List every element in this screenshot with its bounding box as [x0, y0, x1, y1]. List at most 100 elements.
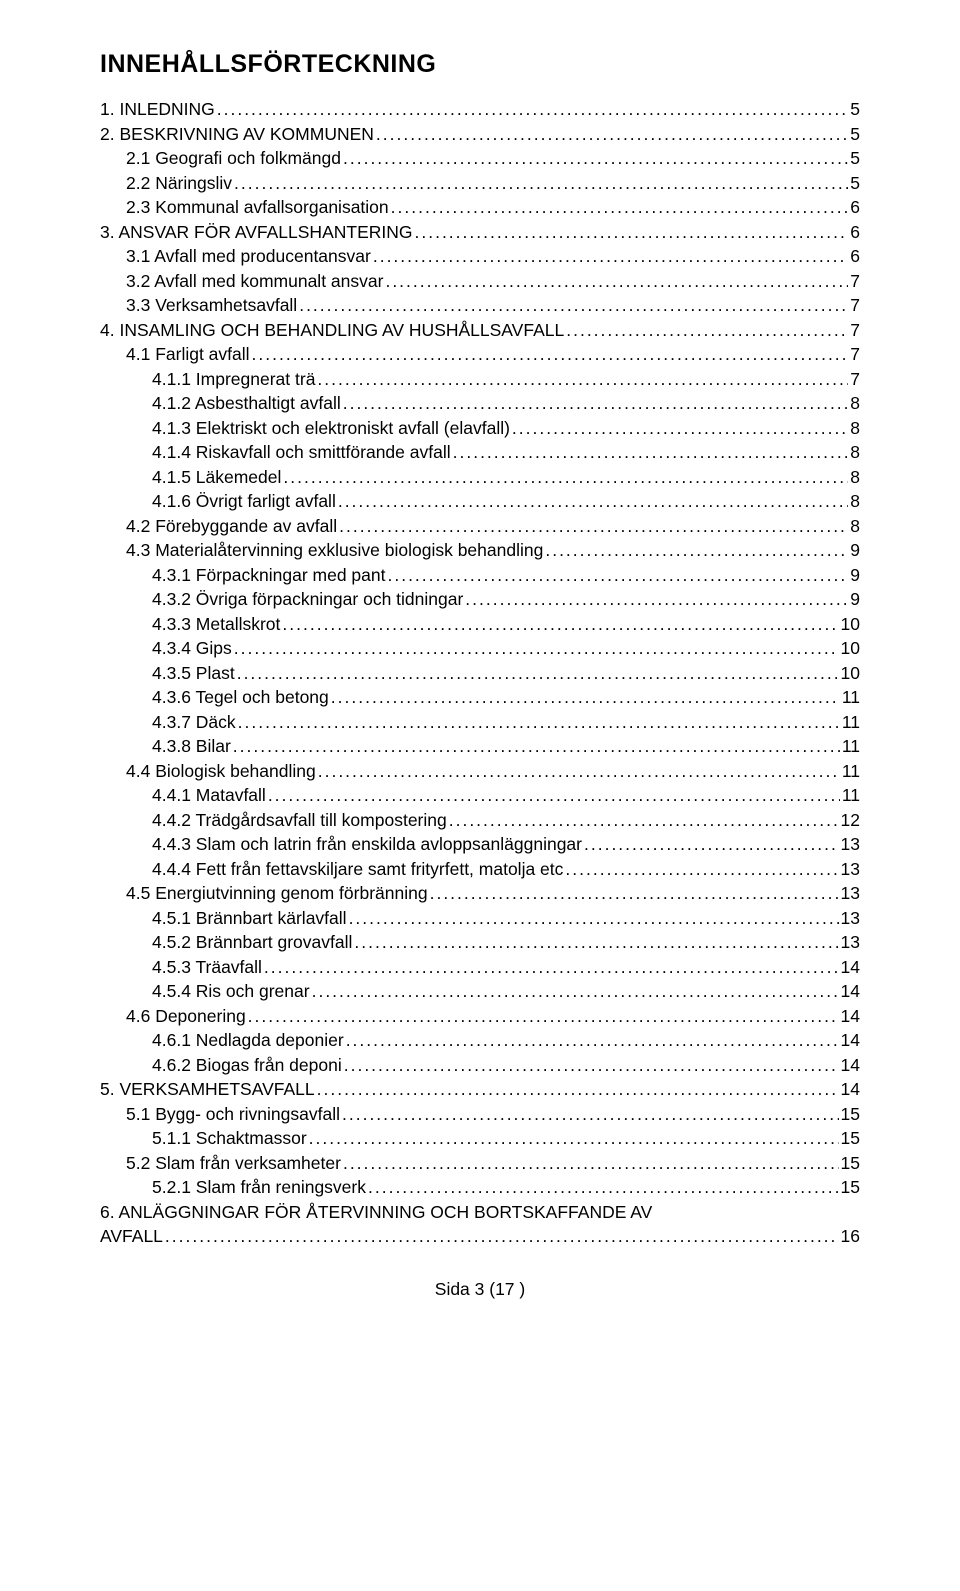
toc-page: 6	[848, 195, 860, 220]
toc-page: 14	[839, 1053, 860, 1078]
toc-entry: 4.3.3 Metallskrot10	[100, 612, 860, 637]
toc-leader	[447, 808, 839, 833]
toc-leader	[232, 171, 848, 196]
toc-label: 4.4 Biologisk behandling	[126, 759, 316, 784]
toc-label: 4.2 Förebyggande av avfall	[126, 514, 337, 539]
toc-page: 6	[848, 244, 860, 269]
toc-leader	[231, 734, 840, 759]
toc-entry: 3. ANSVAR FÖR AVFALLSHANTERING6	[100, 220, 860, 245]
toc-page: 11	[840, 783, 860, 808]
toc-entry: 4.3.6 Tegel och betong11	[100, 685, 860, 710]
toc-page: 7	[848, 293, 860, 318]
toc-leader	[262, 955, 839, 980]
toc-entry: 4.1.5 Läkemedel8	[100, 465, 860, 490]
toc-page: 9	[848, 563, 860, 588]
toc-page: 8	[848, 391, 860, 416]
toc-label: 5.1.1 Schaktmassor	[152, 1126, 307, 1151]
toc-label: 4.1.5 Läkemedel	[152, 465, 281, 490]
toc-entry: 4.3.5 Plast 10	[100, 661, 860, 686]
toc-label: 4.1.2 Asbesthaltigt avfall	[152, 391, 341, 416]
toc-leader	[336, 489, 848, 514]
toc-label: 4.6.2 Biogas från deponi	[152, 1053, 342, 1078]
toc-leader	[235, 661, 839, 686]
toc-entry: 4.4.4 Fett från fettavskiljare samt frit…	[100, 857, 860, 882]
toc-leader	[389, 195, 849, 220]
toc-page: 16	[839, 1224, 860, 1249]
toc-leader	[341, 146, 848, 171]
toc-label: 3. ANSVAR FÖR AVFALLSHANTERING	[100, 220, 413, 245]
toc-entry: 2.1 Geografi och folkmängd5	[100, 146, 860, 171]
toc-leader	[341, 391, 849, 416]
toc-page: 10	[839, 636, 860, 661]
toc-entry: 3.1 Avfall med producentansvar6	[100, 244, 860, 269]
toc-entry: 6. ANLÄGGNINGAR FÖR ÅTERVINNING OCH BORT…	[100, 1200, 860, 1225]
toc-leader	[315, 1077, 839, 1102]
toc-leader	[246, 1004, 839, 1029]
toc-page: 11	[840, 734, 860, 759]
page-title: INNEHÅLLSFÖRTECKNING	[100, 50, 860, 79]
toc-page: 15	[839, 1151, 860, 1176]
toc-entry: 4.1.6 Övrigt farligt avfall8	[100, 489, 860, 514]
toc-label: 4.3.7 Däck	[152, 710, 236, 735]
toc-entry: 3.2 Avfall med kommunalt ansvar7	[100, 269, 860, 294]
toc-leader	[451, 440, 849, 465]
toc-page: 9	[848, 538, 860, 563]
toc-leader	[315, 367, 848, 392]
toc-leader	[337, 514, 848, 539]
toc-label: 4.6 Deponering	[126, 1004, 246, 1029]
toc-leader	[352, 930, 838, 955]
toc-leader	[163, 1224, 839, 1249]
toc-leader	[510, 416, 848, 441]
toc-label: 4.5 Energiutvinning genom förbränning	[126, 881, 428, 906]
toc-label: 4.3.5 Plast	[152, 661, 235, 686]
toc-entry: 4.1 Farligt avfall7	[100, 342, 860, 367]
toc-entry: 1. INLEDNING5	[100, 97, 860, 122]
toc-entry: 2. BESKRIVNING AV KOMMUNEN5	[100, 122, 860, 147]
toc-leader	[215, 97, 849, 122]
toc-page: 15	[839, 1126, 860, 1151]
toc-leader	[413, 220, 849, 245]
toc-entry: 2.3 Kommunal avfallsorganisation6	[100, 195, 860, 220]
toc-entry: 4.2 Förebyggande av avfall8	[100, 514, 860, 539]
toc-leader	[344, 1028, 839, 1053]
toc-label: AVFALL	[100, 1224, 163, 1249]
toc-leader	[329, 685, 840, 710]
toc-leader	[371, 244, 848, 269]
toc-leader	[563, 857, 838, 882]
toc-entry: 4.3.4 Gips10	[100, 636, 860, 661]
page: INNEHÅLLSFÖRTECKNING 1. INLEDNING52. BES…	[0, 0, 960, 1340]
toc-entry: AVFALL 16	[100, 1224, 860, 1249]
toc-label: 5.2.1 Slam från reningsverk	[152, 1175, 366, 1200]
page-footer: Sida 3 (17 )	[100, 1279, 860, 1300]
toc-label: 5.1 Bygg- och rivningsavfall	[126, 1102, 340, 1127]
toc-entry: 3.3 Verksamhetsavfall 7	[100, 293, 860, 318]
toc-page: 10	[839, 661, 860, 686]
toc-entry: 4.1.2 Asbesthaltigt avfall 8	[100, 391, 860, 416]
toc-label: 4.1.3 Elektriskt och elektroniskt avfall…	[152, 416, 510, 441]
toc-leader	[366, 1175, 839, 1200]
toc-leader	[316, 759, 840, 784]
toc-entry: 4.3.8 Bilar11	[100, 734, 860, 759]
toc-label: 3.3 Verksamhetsavfall	[126, 293, 297, 318]
toc-leader	[428, 881, 839, 906]
toc-entry: 4.5.3 Träavfall14	[100, 955, 860, 980]
toc-entry: 2.2 Näringsliv 5	[100, 171, 860, 196]
toc-entry: 5.1.1 Schaktmassor 15	[100, 1126, 860, 1151]
toc-label: 4.4.2 Trädgårdsavfall till kompostering	[152, 808, 447, 833]
toc-entry: 4. INSAMLING OCH BEHANDLING AV HUSHÅLLSA…	[100, 318, 860, 343]
toc-page: 5	[848, 171, 860, 196]
toc-leader	[385, 563, 848, 588]
toc-leader	[280, 612, 838, 637]
toc-entry: 4.6.2 Biogas från deponi 14	[100, 1053, 860, 1078]
toc-page: 11	[840, 685, 860, 710]
toc-page: 12	[839, 808, 860, 833]
toc-page: 14	[839, 955, 860, 980]
toc-leader	[374, 122, 848, 147]
toc-label: 4.1.6 Övrigt farligt avfall	[152, 489, 336, 514]
toc-page: 14	[839, 1028, 860, 1053]
toc-leader	[383, 269, 848, 294]
toc-entry: 4.6 Deponering14	[100, 1004, 860, 1029]
toc-label: 4.1.4 Riskavfall och smittförande avfall	[152, 440, 451, 465]
toc-page: 15	[839, 1175, 860, 1200]
toc-label: 2.2 Näringsliv	[126, 171, 232, 196]
